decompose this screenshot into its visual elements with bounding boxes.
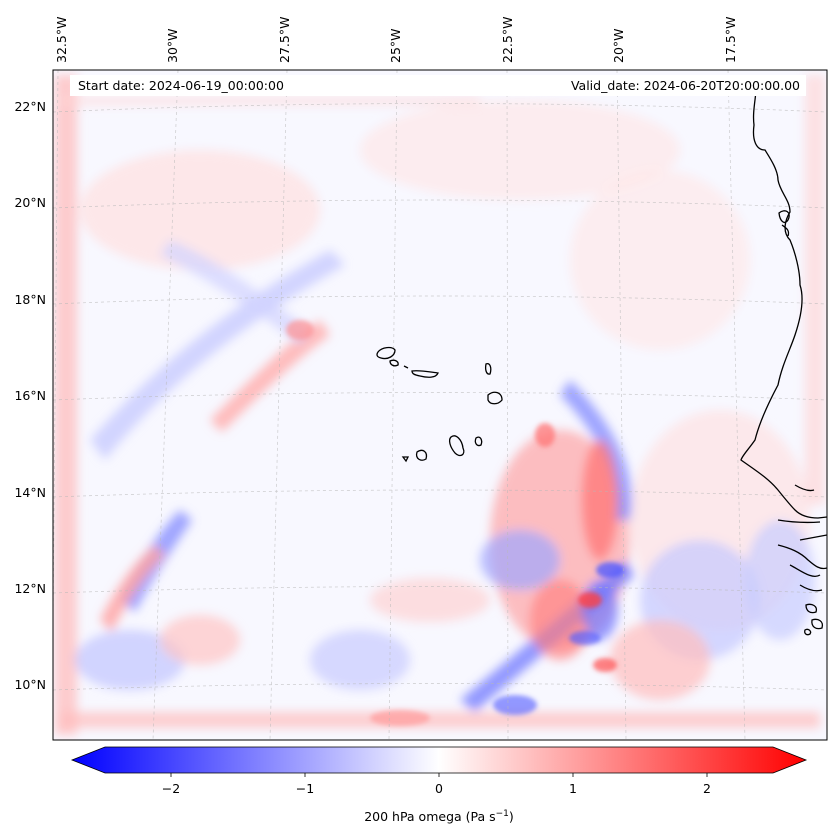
right-boundary-positive	[805, 75, 825, 505]
fine-positive-1	[578, 592, 602, 608]
lon-label-32-5w: 32.5°W	[54, 17, 69, 63]
colorbar-label-main: 200 hPa omega (Pa s	[364, 809, 495, 824]
colorbar-tick-neg1: −1	[296, 781, 314, 796]
guinea-bissau-islands	[789, 564, 823, 592]
nw-negative-band	[90, 250, 345, 460]
upper-negative-band	[160, 240, 310, 345]
island-sao-vicente	[389, 359, 399, 367]
se-positive-streak-a	[582, 440, 618, 560]
nw-positive-band	[210, 320, 330, 432]
colorbar: −2 −1 0 1 2 200 hPa omega (Pa s−1)	[70, 746, 808, 824]
colorbar-ticks	[170, 773, 708, 777]
lat-label-16n: 16°N	[14, 388, 46, 403]
cap-vert-hook	[778, 210, 790, 224]
longitude-labels: 32.5°W 30°W 27.5°W 25°W 22.5°W 20°W 17.5…	[54, 17, 738, 63]
lon-label-22-5w: 22.5°W	[500, 17, 515, 63]
fine-negative-3	[493, 695, 537, 715]
lat-label-20n: 20°N	[14, 195, 46, 210]
e-positive-patch	[610, 620, 710, 700]
map-panel: Start date: 2024-06-19_00:00:00 Valid_da…	[53, 70, 827, 740]
colorbar-tick-neg2: −2	[162, 781, 180, 796]
guinea-bissau-coast	[777, 544, 827, 570]
lon-label-27-5w: 27.5°W	[277, 17, 292, 63]
island-santiago	[448, 435, 465, 457]
colorbar-tick-labels: −2 −1 0 1 2	[162, 781, 711, 796]
left-boundary-positive	[55, 75, 77, 735]
island-sal	[484, 362, 492, 375]
omega-fine-features	[286, 320, 624, 726]
colorbar-label-exponent: −1	[496, 809, 509, 819]
broad-positive-nw	[80, 150, 320, 270]
fine-positive-4	[286, 320, 314, 340]
lon-label-25w: 25°W	[388, 28, 403, 63]
latitude-labels: 22°N 20°N 18°N 16°N 14°N 12°N 10°N	[14, 99, 46, 692]
island-maio	[474, 436, 483, 447]
coast-islands-south	[804, 603, 824, 636]
bottom-boundary-positive	[60, 712, 820, 728]
colorbar-tick-2: 2	[703, 781, 711, 796]
lat-label-12n: 12°N	[14, 581, 46, 596]
s-negative-patch	[310, 630, 410, 690]
island-fogo	[415, 449, 428, 461]
lat-label-18n: 18°N	[14, 292, 46, 307]
colorbar-bar	[70, 746, 808, 774]
broad-positive-n	[360, 100, 680, 200]
top-boundary-positive	[60, 96, 480, 106]
island-santa-luzia	[403, 365, 409, 369]
island-brava	[401, 456, 410, 463]
island-boa-vista	[487, 391, 503, 405]
map-frame	[52, 69, 828, 741]
coast-inlet-1	[781, 224, 790, 237]
lon-label-17-5w: 17.5°W	[723, 17, 738, 63]
s-positive-patch	[370, 578, 490, 622]
colorbar-tick-0: 0	[435, 781, 443, 796]
coast-negative-patch	[745, 520, 815, 640]
lat-label-22n: 22°N	[14, 99, 46, 114]
gambia-shoreline	[777, 484, 821, 524]
sw-negative-patch	[75, 630, 185, 690]
se-negative-patch	[480, 530, 560, 590]
colorbar-label-end: )	[509, 809, 514, 824]
se-negative-streak-c	[582, 580, 618, 640]
broad-positive-ne	[570, 170, 750, 350]
colorbar-label: 200 hPa omega (Pa s−1)	[364, 809, 514, 824]
lat-label-14n: 14°N	[14, 485, 46, 500]
gridlines	[53, 70, 827, 740]
fine-negative-2	[569, 631, 601, 645]
lat-label-10n: 10°N	[14, 677, 46, 692]
lon-label-30w: 30°W	[165, 28, 180, 63]
island-santo-antao	[376, 346, 396, 360]
island-sao-nicolau	[411, 370, 439, 378]
colorbar-tick-1: 1	[569, 781, 577, 796]
fine-positive-5	[370, 710, 430, 726]
valid-date-label: Valid_date: 2024-06-20T20:00:00.00	[571, 78, 800, 93]
date-label-box	[70, 75, 806, 96]
se-positive-streak-b	[530, 580, 590, 660]
start-date-label: Start date: 2024-06-19_00:00:00	[78, 78, 284, 93]
coast-south-edge	[799, 534, 827, 541]
sw-positive-streak	[100, 545, 165, 632]
sw-positive-patch	[160, 615, 240, 665]
fine-negative-1	[596, 562, 624, 578]
coastlines	[376, 74, 827, 636]
fine-positive-3	[593, 658, 617, 672]
fine-positive-2	[535, 423, 555, 447]
africa-coastline	[740, 74, 827, 519]
lon-label-20w: 20°W	[611, 28, 626, 63]
